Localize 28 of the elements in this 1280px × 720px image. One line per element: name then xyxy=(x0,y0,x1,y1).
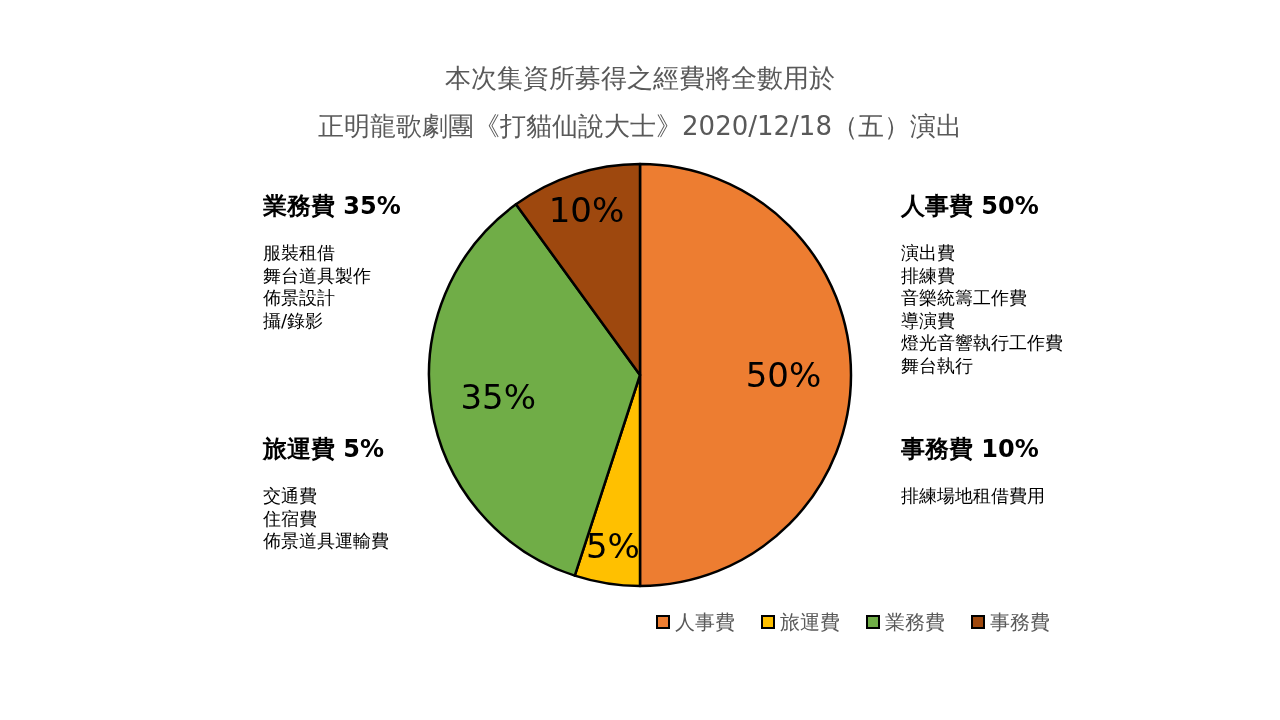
chart-title: 本次集資所募得之經費將全數用於 xyxy=(445,63,835,93)
text: 人事費 50% xyxy=(900,192,1039,220)
legend-label: 人事費 xyxy=(675,610,735,634)
text: 舞台道具製作 xyxy=(263,264,371,286)
text: 排練費 xyxy=(901,264,955,286)
text: 攝/錄影 xyxy=(263,309,324,331)
text: 佈景道具運輸費 xyxy=(262,530,389,551)
text: 業務費 35% xyxy=(262,192,401,220)
legend-label: 業務費 xyxy=(885,610,945,634)
text: 旅運費 5% xyxy=(262,435,385,463)
data-label: 50% xyxy=(745,355,822,395)
text: 舞台執行 xyxy=(901,354,973,376)
chart-subtitle: 正明龍歌劇團《打貓仙說大士》2020/12/18（五）演出 xyxy=(318,111,962,141)
text: 排練場地租借費用 xyxy=(901,485,1045,506)
data-label: 35% xyxy=(460,377,537,418)
legend-label: 事務費 xyxy=(990,610,1050,634)
data-label: 10% xyxy=(548,190,625,231)
text: 導演費 xyxy=(901,309,955,331)
text: 服裝租借 xyxy=(263,242,335,263)
text: 事務費 10% xyxy=(900,435,1039,463)
text: 燈光音響執行工作費 xyxy=(901,332,1063,353)
text: 交通費 xyxy=(263,485,317,506)
legend-label: 旅運費 xyxy=(780,610,840,634)
text: 住宿費 xyxy=(262,507,317,529)
text: 佈景設計 xyxy=(262,287,335,308)
text: 音樂統籌工作費 xyxy=(901,287,1027,308)
data-label: 5% xyxy=(585,525,640,566)
text: 演出費 xyxy=(901,242,955,263)
